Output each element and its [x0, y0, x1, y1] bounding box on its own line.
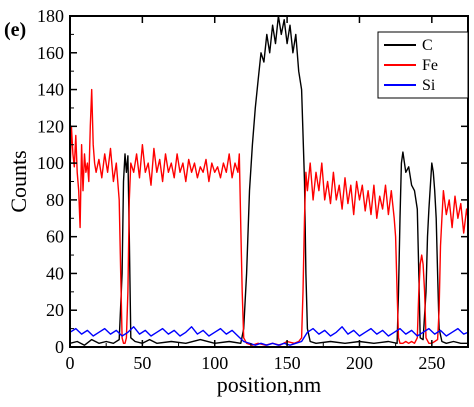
series-line-c	[69, 15, 468, 346]
x-tick-label: 200	[346, 353, 373, 373]
x-axis-title: position,nm	[217, 372, 322, 397]
plot-area	[69, 15, 469, 346]
y-tick-label: 0	[55, 337, 64, 357]
y-tick-label: 100	[37, 153, 64, 173]
panel-label: (e)	[4, 19, 26, 41]
legend: C Fe Si	[377, 31, 469, 99]
y-tick-label: 40	[46, 263, 64, 283]
y-tick-label: 60	[46, 227, 64, 247]
y-tick-label: 80	[46, 190, 64, 210]
x-tick-label: 100	[201, 353, 228, 373]
x-tick-label: 150	[274, 353, 301, 373]
x-tick-label: 250	[418, 353, 445, 373]
legend-label-si: Si	[422, 77, 436, 94]
y-axis: 0 20 40 60 80 100 120 140 160 180	[37, 6, 468, 357]
y-tick-label: 160	[37, 43, 64, 63]
x-tick-label: 50	[133, 353, 151, 373]
x-tick-label: 0	[66, 353, 75, 373]
legend-label-c: C	[422, 37, 433, 54]
legend-label-fe: Fe	[422, 57, 438, 74]
series-line-si	[69, 326, 469, 346]
y-tick-label: 140	[37, 80, 64, 100]
y-axis-title: Counts	[6, 150, 31, 212]
x-axis: 0 50 100 150 200 250	[66, 16, 445, 373]
plot-frame	[69, 15, 469, 348]
series-line-fe	[69, 88, 469, 346]
y-tick-label: 20	[46, 300, 64, 320]
y-tick-label: 120	[37, 116, 64, 136]
y-tick-label: 180	[37, 6, 64, 26]
